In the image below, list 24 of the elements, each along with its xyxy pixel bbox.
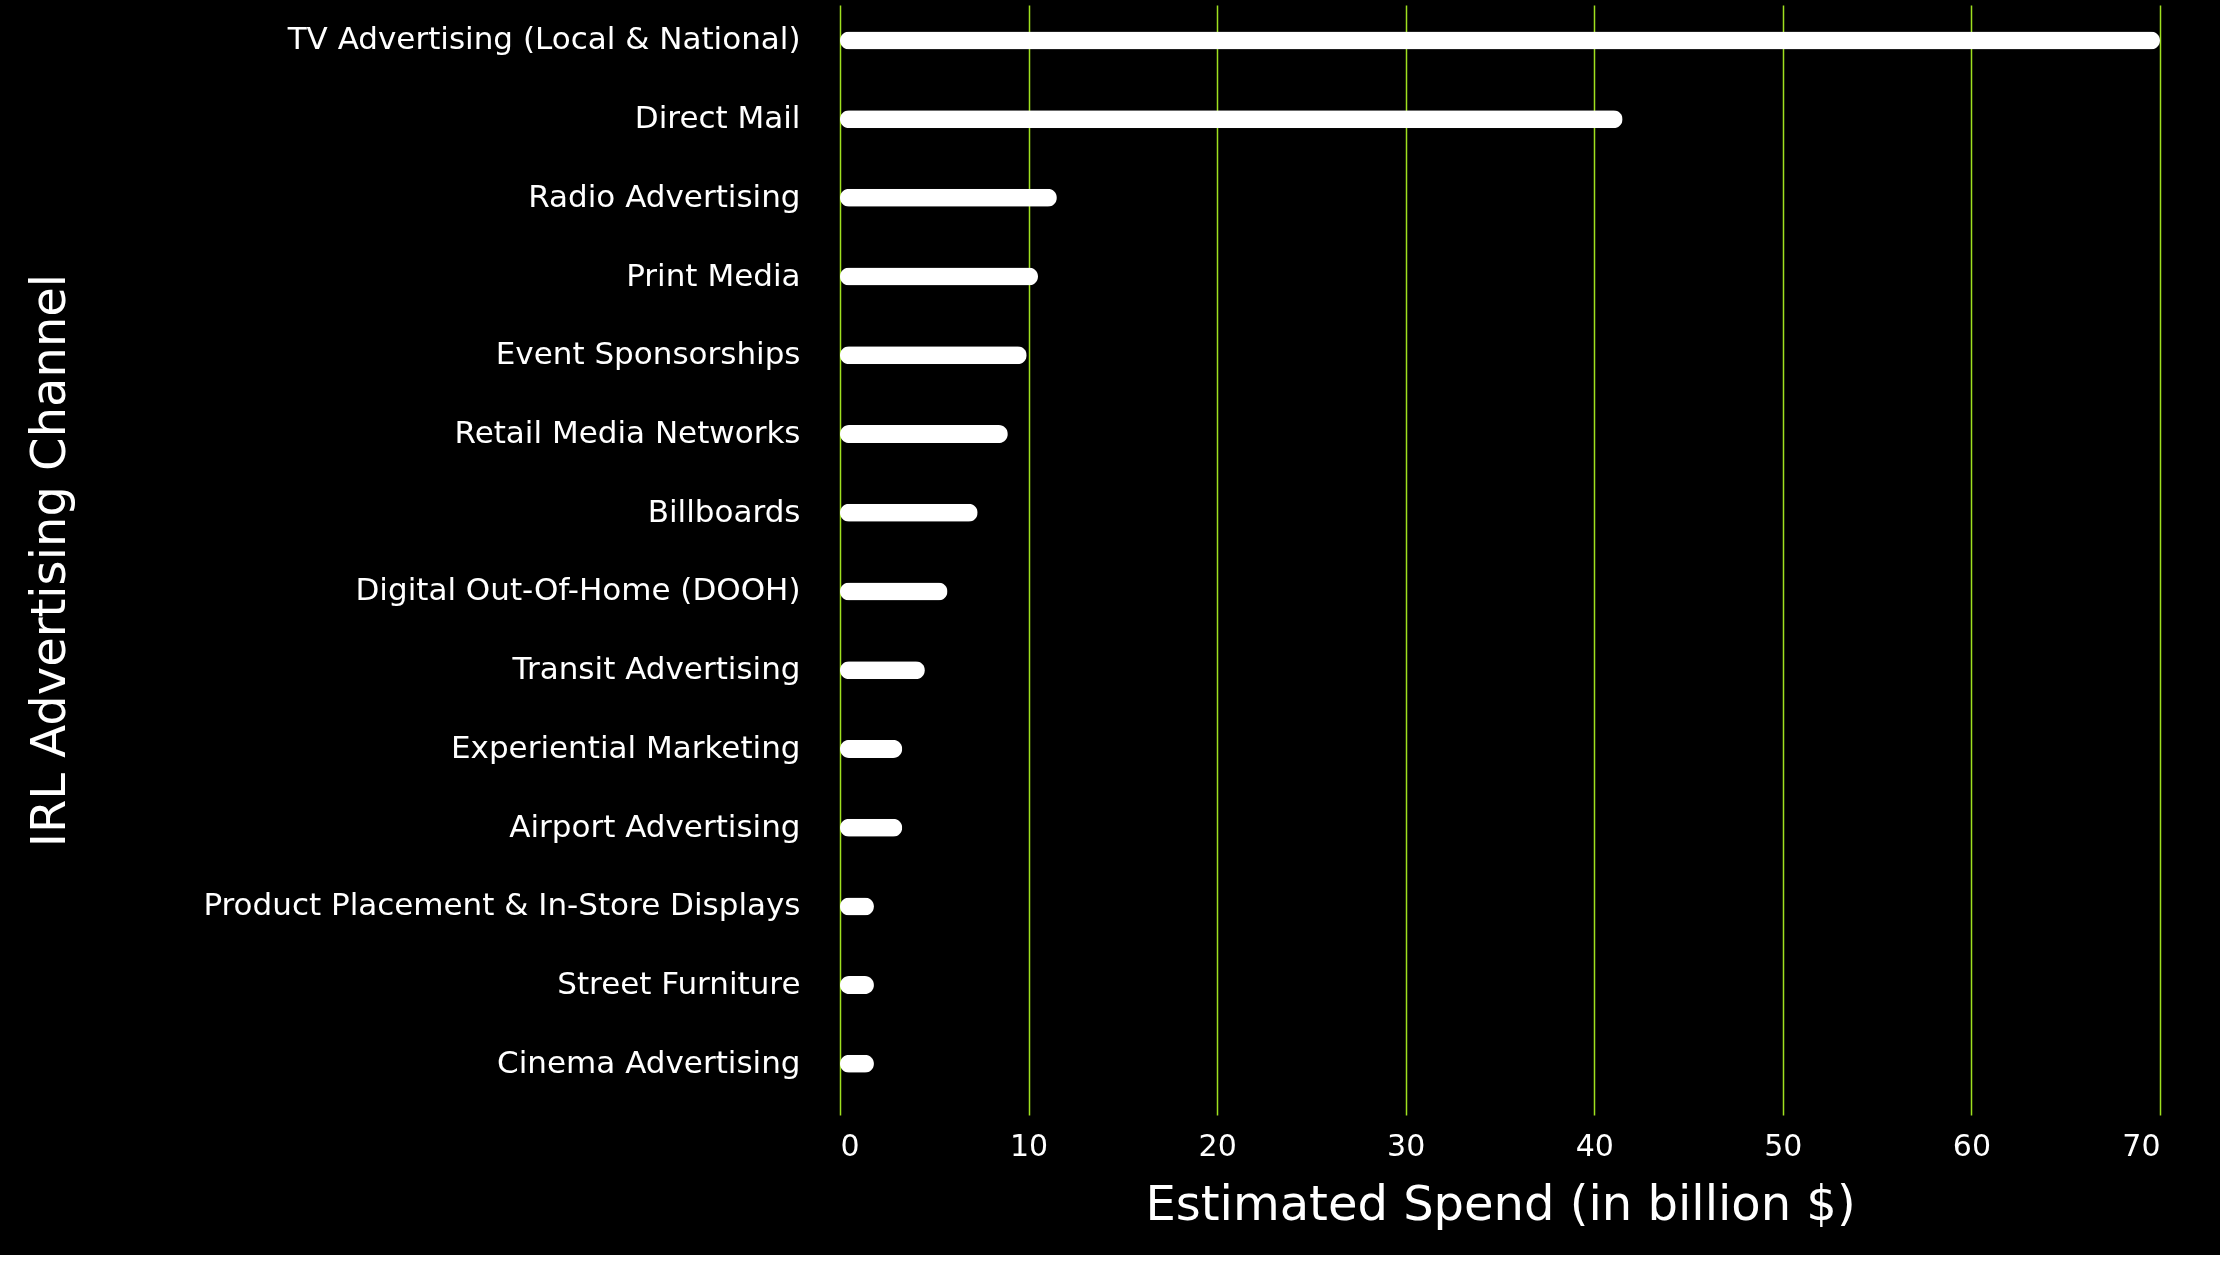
y-tick-label: Product Placement & In-Store Displays [203,886,801,923]
y-tick-label: Experiential Marketing [451,728,801,765]
x-tick-label: 0 [840,1127,860,1163]
x-tick-label: 50 [1764,1127,1803,1163]
y-tick-label: Retail Media Networks [454,414,801,451]
x-tick-label: 70 [2122,1127,2161,1163]
y-tick-label: TV Advertising (Local & National) [286,20,801,57]
y-axis-title: IRL Advertising Channel [19,273,76,848]
x-axis-title: Estimated Spend (in billion $) [1145,1174,1856,1231]
y-tick-label: Street Furniture [557,965,801,1002]
y-tick-label: Transit Advertising [511,650,801,687]
y-tick-label: Event Sponsorships [495,335,801,372]
y-tick-label: Billboards [647,492,801,529]
y-tick-label: Radio Advertising [528,177,801,214]
y-tick-label: Direct Mail [634,99,801,136]
y-tick-label: Cinema Advertising [497,1043,801,1080]
x-tick-label: 20 [1198,1127,1237,1163]
y-tick-label: Airport Advertising [509,807,801,844]
x-tick-label: 40 [1575,1127,1614,1163]
y-tick-label: Print Media [626,256,801,293]
x-tick-label: 10 [1009,1127,1049,1163]
x-tick-label: 30 [1387,1127,1426,1163]
y-tick-label: Digital Out-Of-Home (DOOH) [355,571,801,608]
x-tick-label: 60 [1952,1127,1992,1163]
